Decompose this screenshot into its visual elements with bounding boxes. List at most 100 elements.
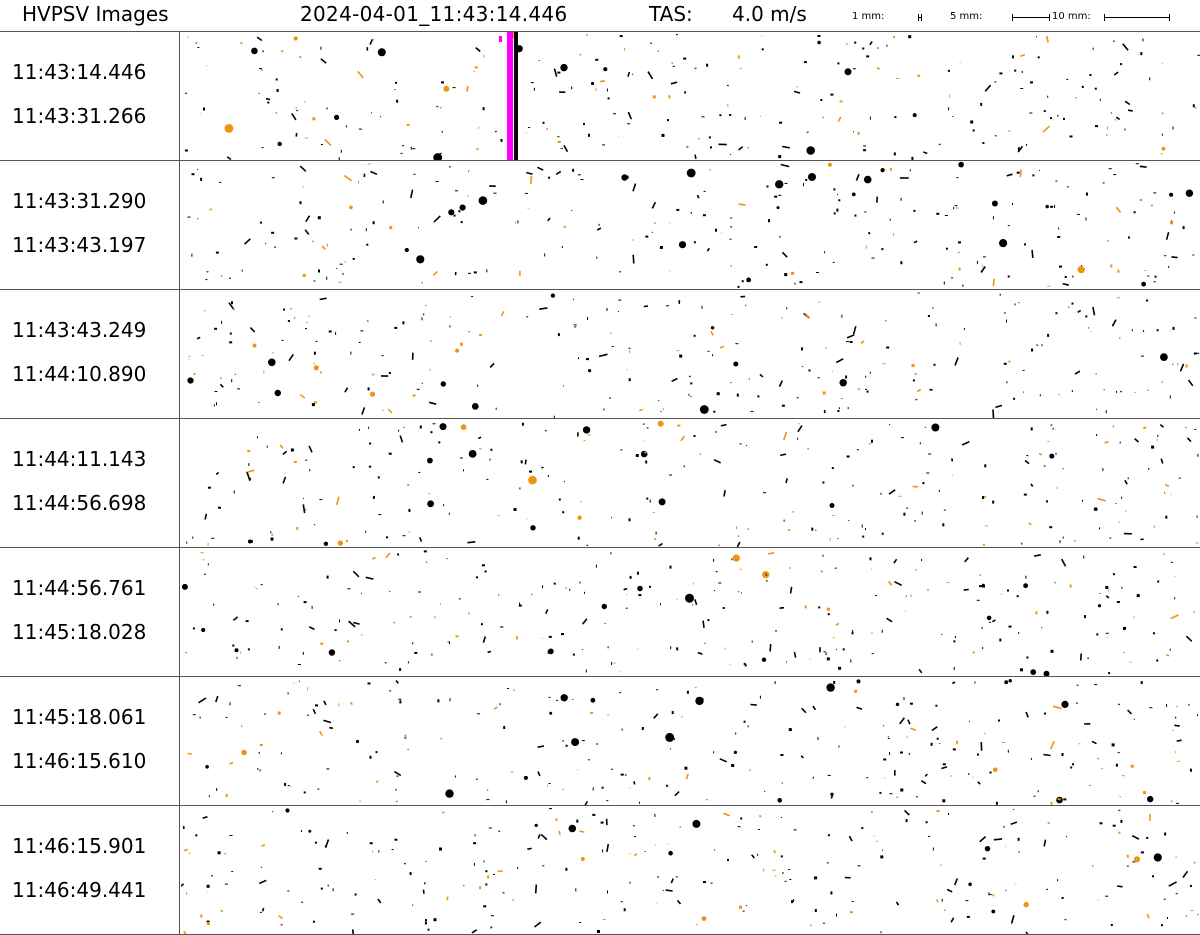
particle: [837, 410, 840, 412]
particle: [931, 726, 938, 732]
particle: [678, 241, 687, 249]
particle: [853, 131, 855, 133]
particle-accent: [762, 571, 770, 579]
particle: [485, 883, 488, 886]
particle: [428, 401, 437, 405]
particle: [1143, 330, 1145, 332]
particle: [500, 626, 503, 628]
particle: [835, 358, 844, 364]
particle: [1115, 116, 1121, 121]
particle: [723, 490, 726, 497]
particle: [658, 498, 666, 506]
particle: [529, 470, 532, 473]
particle: [938, 143, 941, 145]
particle-accent: [1118, 831, 1121, 834]
particle-image-field: [187, 679, 1198, 805]
particle: [832, 261, 835, 263]
particle: [1039, 170, 1041, 171]
particle: [185, 92, 187, 94]
particle-accent: [1097, 899, 1099, 901]
particle: [747, 725, 749, 728]
particle: [290, 448, 294, 452]
particle: [1141, 281, 1146, 287]
particle: [1062, 468, 1064, 470]
particle: [757, 853, 759, 856]
tas-value: 4.0 m/s: [732, 2, 807, 26]
particle-accent: [865, 245, 867, 249]
particle-accent: [358, 180, 360, 184]
particle: [908, 753, 910, 755]
particle: [601, 786, 604, 789]
particle: [225, 716, 228, 718]
particle: [979, 574, 981, 576]
particle: [1193, 352, 1197, 355]
particle: [568, 824, 577, 833]
particle: [1190, 768, 1192, 772]
particle: [737, 826, 741, 828]
particle: [436, 106, 439, 108]
particle: [281, 339, 284, 341]
particle-accent: [304, 508, 307, 511]
particle-accent: [1028, 522, 1032, 526]
particle: [1026, 143, 1027, 146]
particle: [900, 751, 903, 754]
particle: [1030, 669, 1037, 675]
particle: [811, 527, 814, 531]
particle: [232, 644, 235, 647]
particle: [561, 633, 564, 636]
particle: [619, 35, 623, 38]
particle-accent: [857, 388, 860, 391]
particle-accent: [1161, 146, 1166, 151]
particle: [454, 775, 456, 778]
particle-accent: [1170, 614, 1179, 620]
particle: [1055, 312, 1058, 315]
particle: [437, 699, 440, 703]
particle: [713, 458, 722, 464]
particle: [1014, 303, 1016, 306]
particle: [493, 873, 495, 875]
particle: [812, 776, 814, 779]
particle: [192, 714, 196, 716]
particle: [786, 661, 787, 663]
strip-row: 11:44:56.761 11:45:18.028: [0, 547, 1200, 676]
particle: [577, 536, 580, 540]
particle: [258, 402, 260, 403]
particle-accent: [209, 208, 212, 211]
particle: [738, 591, 740, 593]
particle: [924, 426, 926, 428]
particle: [553, 415, 555, 418]
particle: [632, 825, 635, 827]
particle-accent: [1115, 118, 1116, 121]
particle: [706, 247, 710, 252]
particle: [260, 866, 262, 868]
particle-accent: [613, 662, 616, 664]
particle: [257, 767, 259, 770]
particle: [880, 168, 885, 173]
particle: [1171, 800, 1173, 802]
particle-accent: [639, 408, 643, 412]
particle: [528, 127, 531, 128]
particle: [367, 320, 369, 322]
particle: [944, 215, 948, 216]
particle-accent: [203, 310, 206, 312]
particle: [1091, 740, 1097, 745]
particle: [742, 910, 745, 912]
particle: [966, 915, 970, 918]
particle: [571, 86, 573, 90]
particle: [889, 793, 893, 795]
particle: [211, 875, 213, 877]
particle: [1165, 515, 1168, 519]
particle: [494, 131, 497, 133]
particle: [1115, 763, 1118, 767]
particle: [893, 152, 896, 156]
particle: [825, 652, 827, 656]
particle: [486, 478, 489, 480]
particle: [993, 838, 1003, 841]
particle-accent: [252, 343, 257, 348]
strip-time-column: 11:44:11.143 11:44:56.698: [0, 419, 180, 547]
particle: [1153, 632, 1155, 635]
particle: [1030, 757, 1032, 760]
particle-accent: [652, 512, 655, 513]
particle: [564, 481, 565, 483]
particle: [270, 531, 272, 534]
